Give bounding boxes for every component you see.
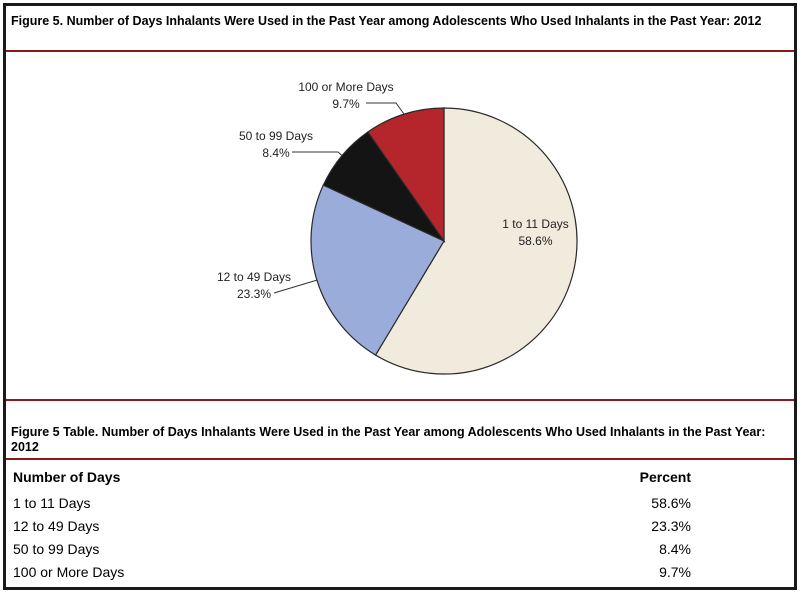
slice-label: 12 to 49 Days <box>217 270 291 284</box>
row-label: 1 to 11 Days <box>13 495 91 511</box>
header-percent: Percent <box>639 469 691 485</box>
data-table: Number of Days Percent 1 to 11 Days 58.6… <box>11 466 711 584</box>
table-title-divider <box>6 458 794 460</box>
slice-value-label: 23.3% <box>237 287 271 301</box>
row-percent: 58.6% <box>651 495 691 511</box>
row-percent: 8.4% <box>659 541 691 557</box>
leader-line <box>366 102 405 115</box>
pie-slice-12-to-49-days <box>310 184 445 356</box>
row-label: 100 or More Days <box>13 564 125 580</box>
table-row: 1 to 11 Days 58.6% <box>11 492 711 515</box>
header-number-of-days: Number of Days <box>13 469 121 485</box>
slice-value-label: 9.7% <box>332 97 360 111</box>
pie-chart: 1 to 11 Days 58.6% 12 to 49 Days 23.3% 50 to… <box>217 80 578 375</box>
slice-label: 1 to 11 Days <box>502 217 568 231</box>
slice-value-label: 58.6% <box>519 234 553 248</box>
slice-label: 50 to 99 Days <box>239 129 313 143</box>
title-divider <box>6 50 794 52</box>
table-row: 12 to 49 Days 23.3% <box>11 515 711 538</box>
row-label: 12 to 49 Days <box>13 518 100 534</box>
chart-divider <box>6 399 794 401</box>
figure-title: Figure 5. Number of Days Inhalants Were … <box>11 14 762 28</box>
table-row: 50 to 99 Days 8.4% <box>11 538 711 561</box>
pie-slice-100-or-more-days <box>367 107 445 243</box>
table-row: 100 or More Days 9.7% <box>11 561 711 584</box>
table-header-row: Number of Days Percent <box>11 466 711 492</box>
pie-slice-1-to-11-days <box>374 107 578 375</box>
row-percent: 9.7% <box>659 564 691 580</box>
row-percent: 23.3% <box>651 518 691 534</box>
table-title: Figure 5 Table. Number of Days Inhalants… <box>11 425 766 454</box>
leader-line <box>273 279 318 294</box>
slice-value-label: 8.4% <box>262 146 290 160</box>
figure-frame: Figure 5. Number of Days Inhalants Were … <box>3 3 797 590</box>
leader-line <box>292 151 343 156</box>
row-label: 50 to 99 Days <box>13 541 100 557</box>
slice-label: 100 or More Days <box>298 80 393 94</box>
